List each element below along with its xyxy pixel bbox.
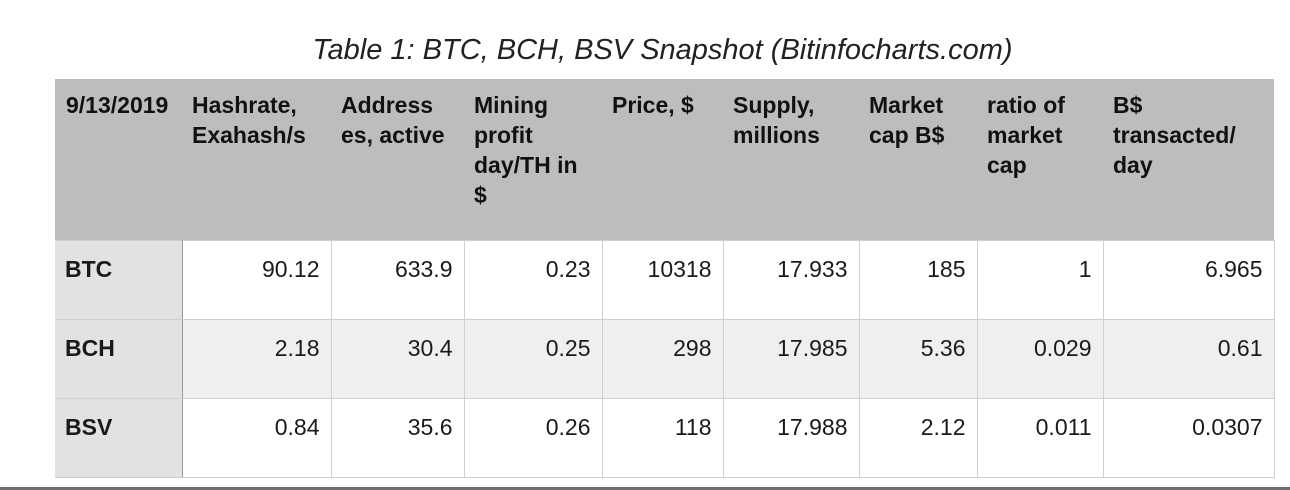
table-row-bch: BCH 2.18 30.4 0.25 298 17.985 5.36 0.029… — [55, 318, 1275, 399]
cell-transacted: 0.61 — [1102, 318, 1275, 399]
row-label: BCH — [55, 318, 183, 399]
cell-addresses: 35.6 — [330, 397, 465, 478]
row-label: BSV — [55, 397, 183, 478]
cell-hashrate: 2.18 — [181, 318, 332, 399]
header-date: 9/13/2019 — [55, 79, 182, 240]
cell-supply: 17.988 — [722, 397, 860, 478]
cell-price: 298 — [601, 318, 724, 399]
cell-transacted: 0.0307 — [1102, 397, 1275, 478]
header-supply: Supply, millions — [723, 79, 859, 240]
cell-market-cap: 2.12 — [858, 397, 978, 478]
cell-ratio: 1 — [976, 239, 1104, 320]
table-row-btc: BTC 90.12 633.9 0.23 10318 17.933 185 1 … — [55, 239, 1275, 320]
header-addresses: Address es, active — [331, 79, 464, 240]
cell-supply: 17.933 — [722, 239, 860, 320]
cell-market-cap: 185 — [858, 239, 978, 320]
cell-addresses: 633.9 — [330, 239, 465, 320]
table-row-bsv: BSV 0.84 35.6 0.26 118 17.988 2.12 0.011… — [55, 397, 1275, 478]
cell-addresses: 30.4 — [330, 318, 465, 399]
bottom-divider — [0, 487, 1290, 490]
cell-hashrate: 0.84 — [181, 397, 332, 478]
header-transacted: B$ transacted/ day — [1103, 79, 1274, 240]
cell-ratio: 0.029 — [976, 318, 1104, 399]
header-price: Price, $ — [602, 79, 723, 240]
row-label: BTC — [55, 239, 183, 320]
header-row: 9/13/2019 Hashrate, Exahash/s Address es… — [55, 79, 1274, 240]
cell-price: 10318 — [601, 239, 724, 320]
header-hashrate: Hashrate, Exahash/s — [182, 79, 331, 240]
cell-transacted: 6.965 — [1102, 239, 1275, 320]
cell-mining-profit: 0.23 — [463, 239, 603, 320]
cell-mining-profit: 0.26 — [463, 397, 603, 478]
cell-mining-profit: 0.25 — [463, 318, 603, 399]
table-caption: Table 1: BTC, BCH, BSV Snapshot (Bitinfo… — [312, 34, 1013, 66]
header-mining-profit: Mining profit day/TH in $ — [464, 79, 602, 240]
cell-hashrate: 90.12 — [181, 239, 332, 320]
snapshot-table: 9/13/2019 Hashrate, Exahash/s Address es… — [55, 79, 1275, 478]
header-market-cap: Market cap B$ — [859, 79, 977, 240]
header-ratio: ratio of market cap — [977, 79, 1103, 240]
cell-ratio: 0.011 — [976, 397, 1104, 478]
cell-market-cap: 5.36 — [858, 318, 978, 399]
cell-price: 118 — [601, 397, 724, 478]
cell-supply: 17.985 — [722, 318, 860, 399]
